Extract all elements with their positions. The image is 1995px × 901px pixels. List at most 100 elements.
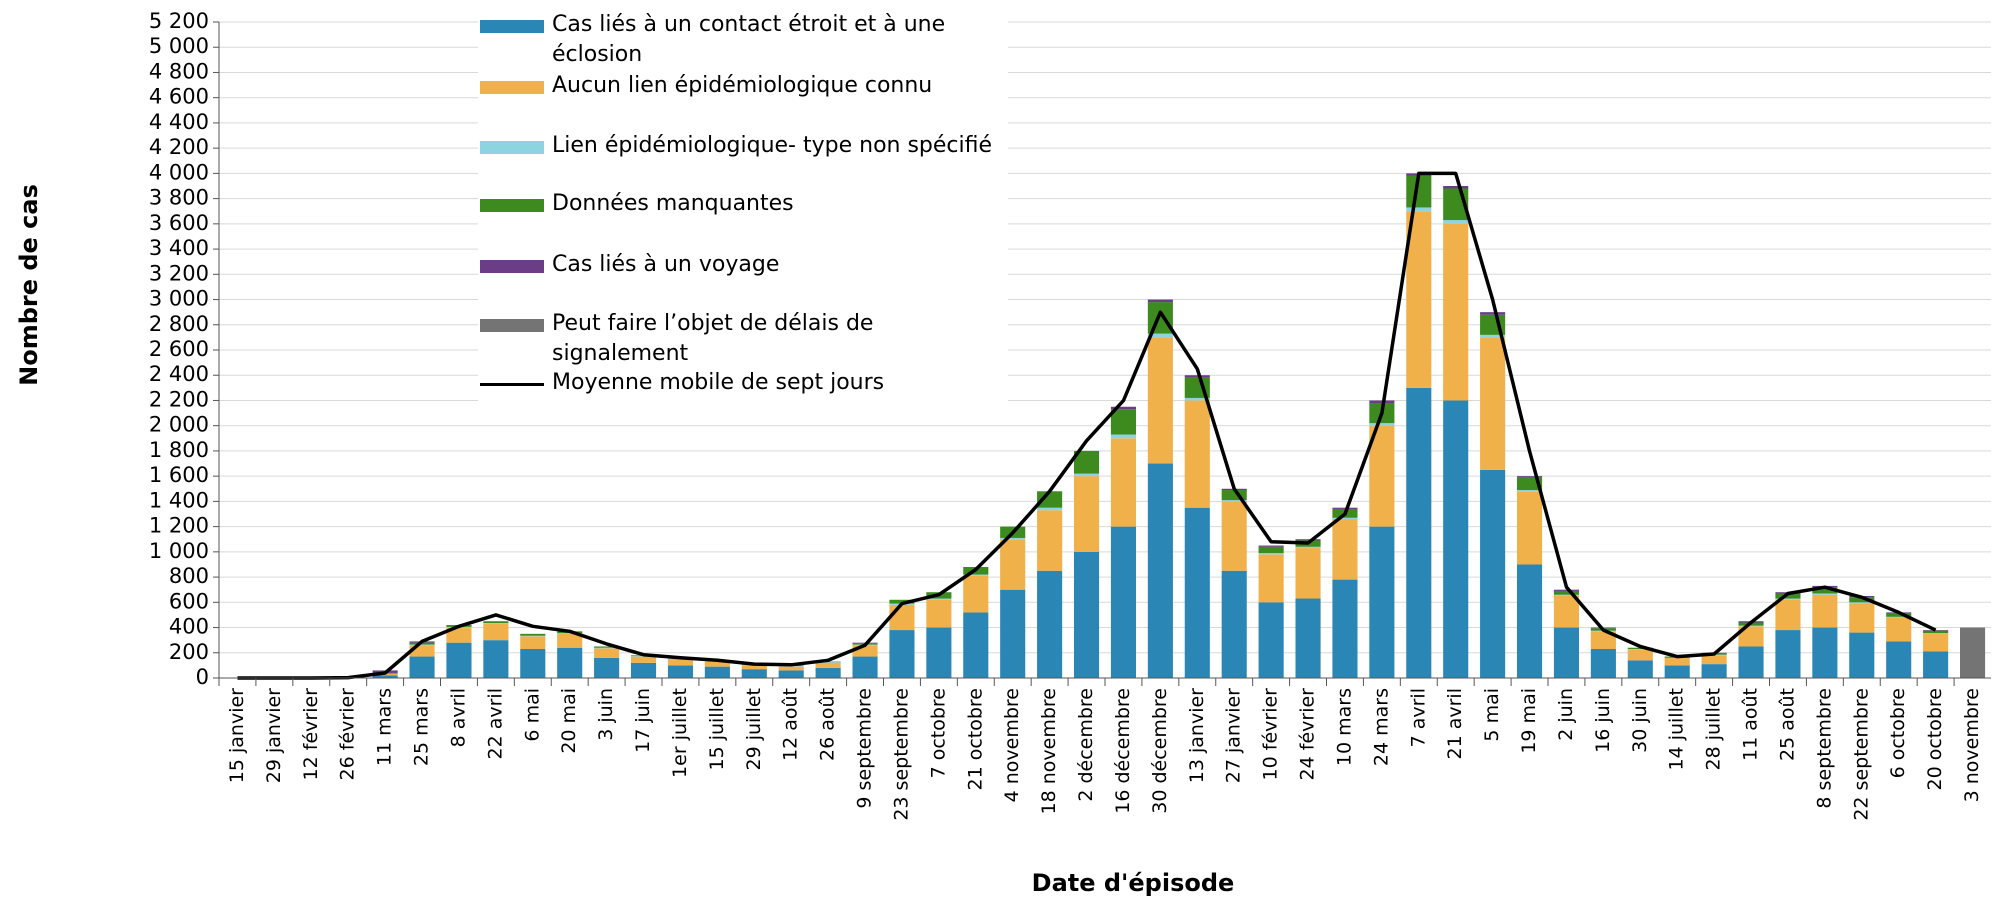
grid xyxy=(219,21,1991,679)
x-tick-label: 20 octobre xyxy=(1924,688,1946,791)
bar-segment xyxy=(1590,648,1616,678)
bar-segment xyxy=(667,665,694,678)
x-tick-label: 28 juillet xyxy=(1703,688,1725,771)
bar-segment xyxy=(926,599,952,628)
bar-segment xyxy=(1849,602,1875,604)
bar-segment xyxy=(1812,594,1838,628)
bar-segment xyxy=(1849,597,1875,603)
bar-segment xyxy=(1332,579,1358,678)
x-tick-label: 12 février xyxy=(300,688,322,781)
y-tick-label: 800 xyxy=(169,564,209,588)
x-tick-label: 3 juin xyxy=(595,688,617,741)
bar-segment xyxy=(1037,507,1063,511)
bar-segment xyxy=(520,636,546,649)
x-tick-label: 13 janvier xyxy=(1186,688,1208,783)
bar-segment xyxy=(1406,207,1432,212)
bar-segment xyxy=(963,575,989,613)
bar-segment xyxy=(1923,651,1949,678)
bar-segment xyxy=(594,657,620,678)
x-tick-label: 2 décembre xyxy=(1075,688,1097,802)
bar-segment xyxy=(1738,625,1764,627)
bar-segment xyxy=(1221,500,1247,502)
x-tick-label: 26 août xyxy=(817,688,839,761)
bar-segment xyxy=(1000,537,1026,540)
bar-segment xyxy=(1553,627,1580,678)
bar-segment xyxy=(630,656,657,663)
legend-label: Données manquantes xyxy=(552,191,794,216)
bar-segment xyxy=(1553,596,1580,628)
bar-segment xyxy=(1110,434,1137,439)
x-tick-label: 8 avril xyxy=(448,688,470,747)
x-tick-label: 4 novembre xyxy=(1001,688,1023,802)
legend-swatch xyxy=(480,383,544,386)
bar-segment xyxy=(1627,647,1653,649)
y-tick-label: 1 800 xyxy=(149,438,209,462)
bar-segment xyxy=(1184,375,1210,378)
bar-segment xyxy=(557,647,583,678)
y-tick-label: 4 000 xyxy=(149,160,209,184)
x-tick-label: 11 août xyxy=(1740,688,1762,761)
legend-label: Moyenne mobile de sept jours xyxy=(552,370,885,395)
bar-segment xyxy=(1369,425,1395,527)
x-tick-label: 19 mai xyxy=(1518,688,1540,754)
bar-segment xyxy=(1590,631,1616,649)
bar-segment xyxy=(1738,626,1764,647)
bar-segment xyxy=(963,612,989,678)
bar-segment xyxy=(483,640,509,678)
bar-segment xyxy=(520,635,546,637)
x-tick-label: 23 septembre xyxy=(891,688,913,821)
bar-segment xyxy=(1627,660,1653,678)
legend-swatch xyxy=(480,319,544,332)
y-tick-label: 5 000 xyxy=(149,34,209,58)
x-tick-label: 9 septembre xyxy=(854,688,876,809)
x-tick-label: 12 août xyxy=(780,688,802,761)
bar-segment xyxy=(483,623,509,624)
x-tick-label: 5 mai xyxy=(1481,688,1503,742)
bar-segment xyxy=(1369,400,1395,403)
moving-average-line xyxy=(237,171,1937,680)
bar-segment xyxy=(1295,598,1321,678)
bar-segment xyxy=(1332,519,1358,580)
x-tick-label: 15 janvier xyxy=(226,688,248,783)
x-axis-title: Date d'épisode xyxy=(1032,869,1235,897)
bar-segment xyxy=(1295,546,1321,549)
bar-segment xyxy=(1000,589,1026,678)
bar-segment xyxy=(778,666,804,671)
legend-swatch xyxy=(480,141,544,154)
bar-segment xyxy=(1110,406,1137,410)
bar-segment xyxy=(1073,551,1100,678)
bar-segment xyxy=(1147,333,1173,338)
bar-segment xyxy=(409,656,435,678)
bar-segment xyxy=(1406,387,1432,678)
legend-label: Peut faire l’objet de délais de signalem… xyxy=(552,311,874,366)
bar-segment xyxy=(1295,548,1321,599)
x-tick-label: 10 février xyxy=(1260,688,1282,781)
x-tick-label: 24 février xyxy=(1297,688,1319,781)
bar-segment xyxy=(926,598,952,600)
bar-segment xyxy=(630,662,657,678)
bar-segment xyxy=(1147,337,1173,464)
y-tick-label: 4 200 xyxy=(149,135,209,159)
bar-segment xyxy=(1664,657,1690,666)
bar-segment xyxy=(889,604,915,631)
bar-segment xyxy=(1516,490,1543,492)
y-tick-label: 600 xyxy=(169,589,209,613)
x-tick-label: 24 mars xyxy=(1370,688,1392,766)
bar-segment xyxy=(1886,613,1912,617)
x-tick-label: 29 juillet xyxy=(743,688,765,771)
x-tick-label: 21 avril xyxy=(1444,688,1466,759)
y-tick-label: 1 000 xyxy=(149,539,209,563)
bar-segment xyxy=(1923,630,1949,634)
y-tick-label: 4 800 xyxy=(149,59,209,83)
bar-segment xyxy=(1849,603,1875,633)
y-tick-label: 3 000 xyxy=(149,287,209,311)
y-tick-label: 2 800 xyxy=(149,312,209,336)
bar-segment xyxy=(1480,334,1506,338)
bar-segment xyxy=(1406,211,1432,388)
x-tick-label: 20 mai xyxy=(558,688,580,754)
x-tick-label: 6 mai xyxy=(521,688,543,742)
bar-segment xyxy=(1073,473,1100,477)
bar-segment xyxy=(1443,220,1469,224)
bar-segment xyxy=(1443,186,1469,189)
legend-label: Aucun lien épidémiologique connu xyxy=(552,73,933,98)
